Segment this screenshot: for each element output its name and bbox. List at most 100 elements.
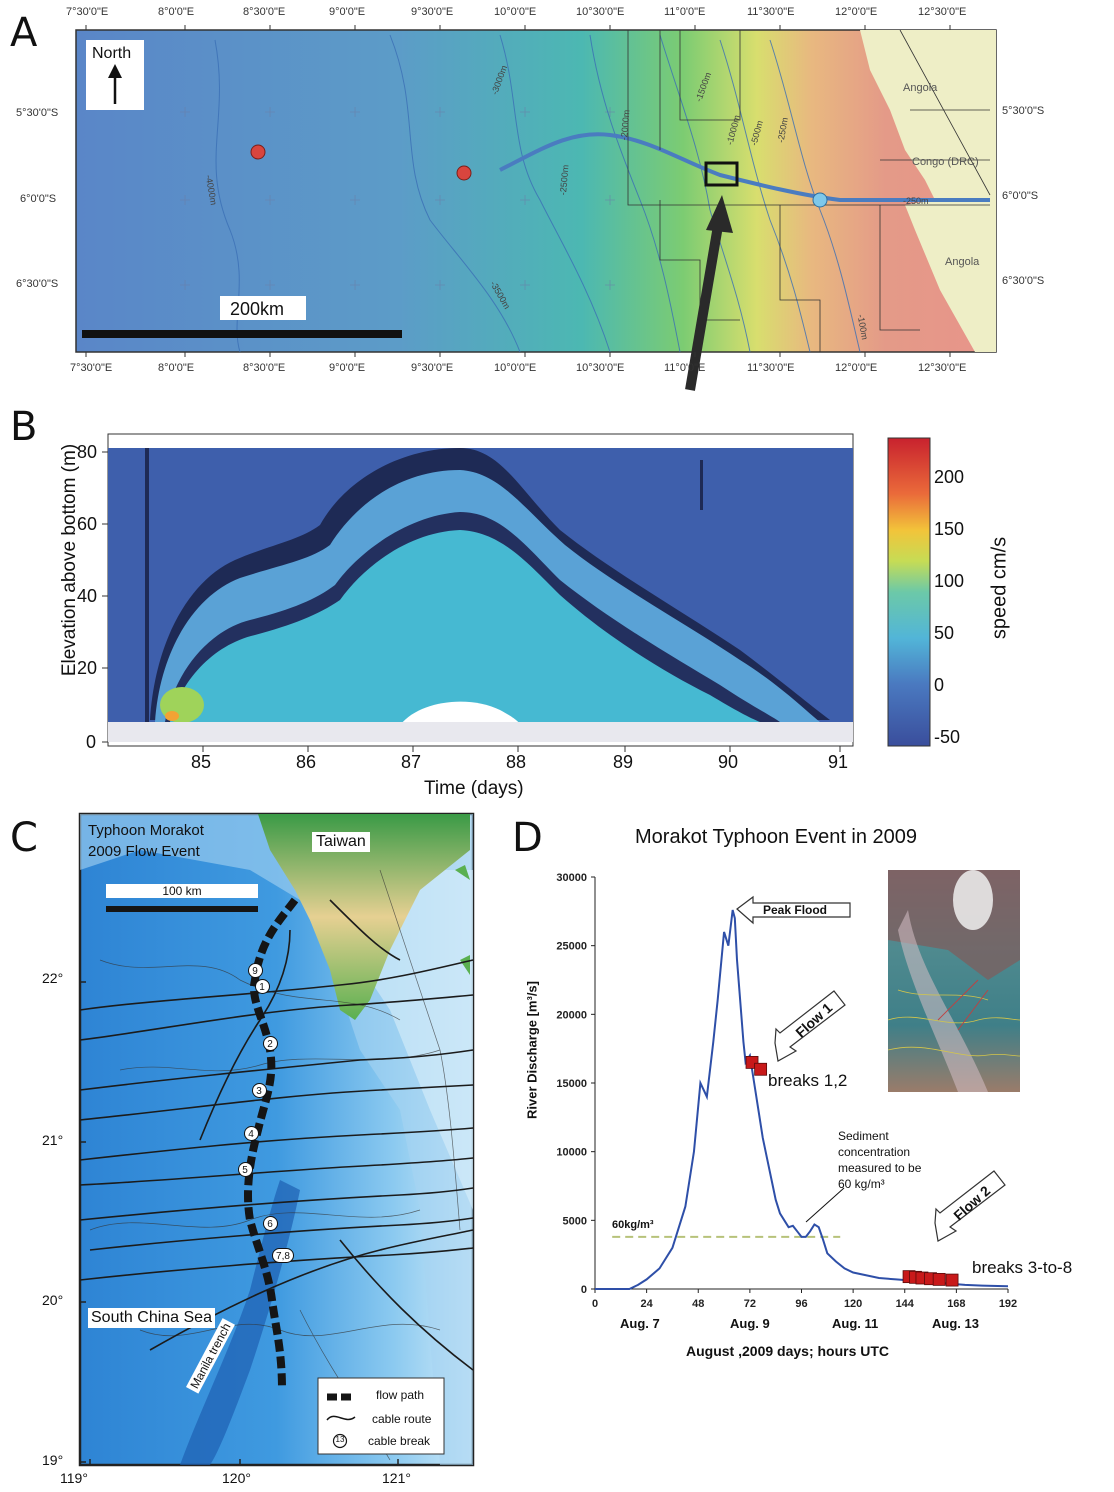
colorbar-label: speed cm/s [988,536,1011,640]
north-label: North [92,45,132,62]
y-tick-label: 15000 [556,1078,587,1090]
lon-label: 9°30'0"E [411,362,454,374]
panel-b-ytick: 80 [77,442,98,462]
discharge-line [595,909,1009,1290]
panel-d-title: Morakot Typhoon Event in 2009 [635,826,918,848]
cable-break-marker: 5 [237,1161,253,1177]
colorbar-tick: 0 [934,675,945,695]
lon-label: 10°30'0"E [576,6,625,18]
lon-label: 10°0'0"E [494,362,537,374]
scale-label-c: 100 km [106,884,258,898]
lon-label: 9°0'0"E [329,6,366,18]
mooring-point-1 [250,144,266,160]
panel-b-xlabel: Time (days) [424,778,524,799]
taiwan-label: Taiwan [312,832,370,852]
sediment-note-line3: measured to be [838,1161,922,1175]
panel-label-a: A [10,10,38,56]
panel-c-map [78,812,475,1467]
lat-label: 21° [42,1132,64,1148]
y-tick-label: 25000 [556,941,587,953]
lon-label: 11°30'0"E [747,362,795,374]
sediment-note-line4: 60 kg/m³ [838,1177,885,1191]
lon-label: 12°30'0"E [918,362,967,374]
x-tick-label: 48 [692,1298,704,1310]
lon-label: 120° [222,1470,251,1486]
day-label: Aug. 13 [932,1316,979,1331]
panel-label-c: C [10,815,38,861]
cable-break-marker: 3 [251,1082,267,1098]
panel-b-ytick: 40 [77,586,98,606]
cable-break-marker: 6 [262,1215,278,1231]
y-tick-label: 0 [581,1284,587,1296]
lon-label: 11°0'0"E [664,6,706,18]
lon-label: 121° [382,1470,411,1486]
panel-b-velocity-plot [102,433,931,752]
lon-label: 8°30'0"E [243,6,286,18]
colorbar [887,437,931,747]
lon-label: 8°0'0"E [158,362,195,374]
lon-label: 11°0'0"E [664,362,706,374]
sediment-note-line2: concentration [838,1145,911,1159]
satellite-inset-image [888,870,1020,1092]
legend-label-flow-path: flow path [376,1388,425,1402]
north-arrow-icon [108,64,122,78]
mooring-point-2 [456,165,472,181]
lon-label: 9°30'0"E [411,6,454,18]
panel-b-xtick: 85 [191,752,212,772]
panel-d-ylabel: River Discharge [m³/s] [524,981,540,1119]
flow-2-arrow-icon [934,1170,1006,1242]
x-tick-label: 96 [795,1298,807,1310]
panel-d-chart: 0 5000 10000 15000 20000 25000 30000 0 24 48 72 96 1… [556,872,1017,1310]
panel-b-ytick: 60 [77,514,98,534]
legend-break-number: 13 [335,1435,345,1444]
cable-break-point [754,1062,768,1076]
lat-label: 22° [42,970,64,986]
legend-label-cable-route: cable route [372,1412,432,1426]
lon-label: 10°0'0"E [494,6,537,18]
sediment-note-line1: Sediment [838,1129,889,1143]
y-tick-label: 10000 [556,1147,587,1159]
breaks-1-2-label: breaks 1,2 [768,1071,848,1090]
cable-break-marker: 9 [247,962,263,978]
cable-break-point [932,1272,946,1286]
y-tick-label: 30000 [556,872,587,884]
lon-label: 7°30'0"E [66,6,109,18]
place-label-angola-north: Angola [903,82,938,94]
place-label-congo: Congo (DRC) [912,156,979,168]
cable-break-marker: 4 [243,1125,259,1141]
panel-b-xtick: 91 [828,752,849,772]
panel-label-b: B [10,404,38,450]
panel-a-top-lon-labels: 7°30'0"E 8°0'0"E 8°30'0"E 9°0'0"E 9°30'0… [0,6,1114,22]
panel-c-title: Typhoon Morakot 2009 Flow Event [88,820,204,862]
panel-c-title-line2: 2009 Flow Event [88,843,200,860]
lat-label: 5°30'0"S [1002,105,1045,117]
lat-label: 20° [42,1292,64,1308]
legend-break-icon [332,1433,348,1449]
lat-label: 6°30'0"S [1002,275,1045,287]
flow-1-arrow-icon [774,990,846,1062]
lon-label: 7°30'0"E [70,362,113,374]
lat-label: 19° [42,1452,64,1468]
cable-break-marker: 1 [254,978,270,994]
panel-b-ylabel: Elevation above bottom (m) [59,443,80,677]
lat-label: 6°0'0"S [1002,190,1039,202]
lon-label: 12°0'0"E [835,6,878,18]
day-label: Aug. 7 [620,1316,660,1331]
panel-label-d: D [512,815,543,861]
y-tick-label: 5000 [563,1215,587,1227]
place-label-angola-south: Angola [945,256,980,268]
scale-bar-c [106,906,258,912]
x-tick-label: 24 [641,1298,654,1310]
panel-b-ytick: 0 [86,732,97,752]
location-arrow-icon [706,195,733,233]
panel-b-xtick: 87 [401,752,422,772]
colorbar-tick: 150 [934,519,965,539]
x-tick-label: 144 [896,1298,915,1310]
lon-label: 12°0'0"E [835,362,878,374]
taiwan-landmass [258,814,470,1020]
cable-break-point [945,1273,959,1287]
land-area [860,30,996,352]
colorbar-tick: 100 [934,571,965,591]
colorbar-tick: 200 [934,467,965,487]
panel-b-xtick: 88 [506,752,527,772]
